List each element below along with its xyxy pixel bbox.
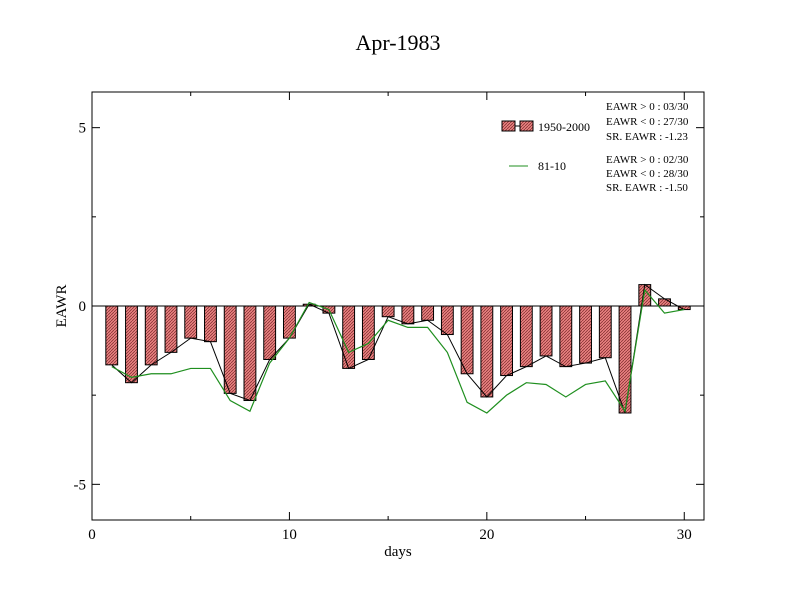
bar (618, 305, 632, 414)
bar (598, 305, 612, 359)
bar (480, 305, 494, 398)
bar (263, 305, 277, 360)
bar (579, 305, 592, 364)
bar (342, 305, 356, 369)
bar (440, 305, 454, 336)
bar (421, 305, 435, 321)
legend-line-label: 81-10 (538, 159, 566, 173)
bar (401, 305, 415, 325)
bar (381, 305, 395, 318)
chart-title: Apr-1983 (355, 30, 440, 55)
legend-bar-label: 1950-2000 (538, 120, 590, 134)
x-tick-label: 30 (677, 527, 692, 543)
stats-2-sr: SR. EAWR : -1.50 (606, 182, 688, 194)
bar (105, 305, 119, 366)
y-axis-label: EAWR (54, 285, 70, 328)
bar (539, 305, 553, 357)
legend: 1950-2000 81-10 EAWR > 0 : 03/30 EAWR < … (501, 101, 689, 194)
bar (559, 305, 573, 368)
x-axis-label: days (384, 544, 412, 560)
stats-2-positive: EAWR > 0 : 02/30 (606, 154, 689, 166)
bar (282, 305, 296, 339)
bar (223, 305, 237, 394)
x-tick-label: 10 (282, 527, 297, 543)
bar (500, 305, 514, 377)
line-series (111, 283, 685, 414)
line-series-81-10 (111, 288, 685, 414)
bar (519, 305, 533, 368)
bar (204, 305, 217, 343)
bar (243, 305, 257, 402)
bar (460, 305, 474, 375)
y-tick-label: -5 (74, 477, 87, 493)
bar (144, 305, 158, 366)
stats-1-positive: EAWR > 0 : 03/30 (606, 101, 689, 113)
y-tick-label: 5 (79, 121, 87, 137)
bar (164, 305, 178, 353)
bar-series-1950-2000 (105, 284, 691, 414)
stats-2-negative: EAWR < 0 : 28/30 (606, 168, 689, 180)
x-tick-label: 0 (88, 527, 96, 543)
bar (125, 305, 138, 384)
legend-bar-swatch-2 (519, 120, 534, 132)
bar (184, 305, 198, 339)
bar-series-line (111, 283, 685, 414)
bar (677, 305, 691, 311)
stats-1-negative: EAWR < 0 : 27/30 (606, 116, 689, 128)
x-tick-label: 20 (479, 527, 494, 543)
y-tick-label: 0 (79, 299, 87, 315)
bar (658, 298, 671, 307)
stats-1-sr: SR. EAWR : -1.23 (606, 131, 688, 143)
legend-bar-swatch (501, 120, 516, 132)
